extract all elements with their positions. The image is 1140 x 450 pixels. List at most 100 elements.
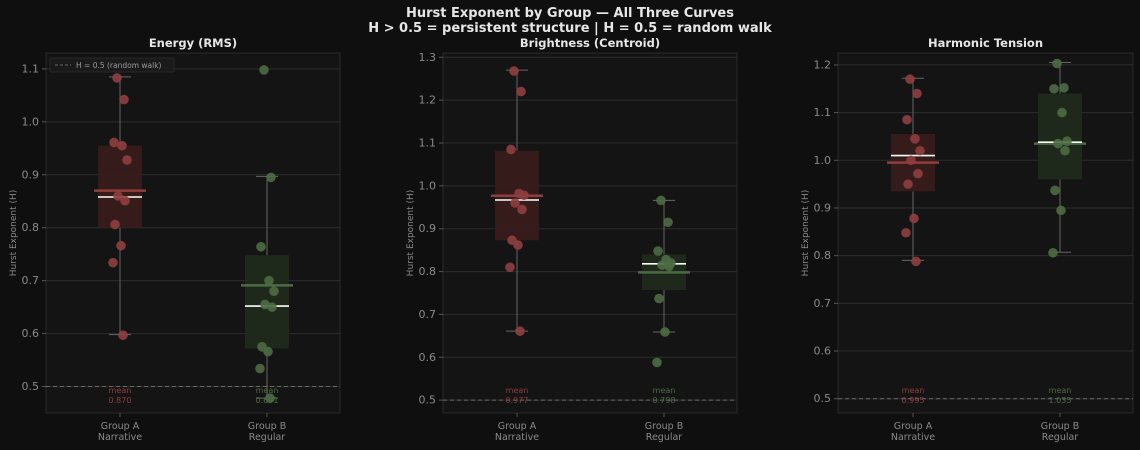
data-point xyxy=(664,261,674,272)
data-point xyxy=(108,257,118,268)
data-point xyxy=(263,346,273,357)
mean-label: mean xyxy=(902,386,925,395)
data-point xyxy=(653,246,663,256)
mean-value-label: 0.870 xyxy=(109,396,132,405)
panel-1: 0.5 0.6 0.7 0.8 0.9 1.0 1.1 Hurst Exponent (H) E… xyxy=(9,36,341,443)
data-point xyxy=(269,286,279,297)
x-tick-label: Regular xyxy=(646,432,683,443)
mean-value-label: 0.691 xyxy=(256,396,279,405)
panel-title: Brightness (Centroid) xyxy=(520,36,660,50)
data-point xyxy=(116,240,126,251)
x-tick-label: Group A xyxy=(101,421,140,432)
x-tick-label: Group B xyxy=(645,421,683,432)
y-tick-label: 0.5 xyxy=(814,392,832,405)
data-point xyxy=(117,140,127,151)
x-tick-label: Narrative xyxy=(98,432,142,443)
data-point xyxy=(516,86,526,97)
data-point xyxy=(902,114,912,125)
data-point xyxy=(1048,247,1058,258)
y-tick-label: 0.6 xyxy=(814,345,832,358)
x-tick-label: Narrative xyxy=(495,432,539,443)
data-point xyxy=(110,219,120,230)
y-tick-label: 0.9 xyxy=(419,222,437,235)
x-tick-label: Narrative xyxy=(891,432,935,443)
y-tick-label: 0.7 xyxy=(22,274,40,287)
plot-area xyxy=(837,52,1134,414)
y-tick-label: 0.6 xyxy=(22,327,40,340)
y-tick-label: 1.0 xyxy=(22,115,40,128)
figure-title: Hurst Exponent by Group — All Three Curv… xyxy=(406,6,734,21)
data-point xyxy=(1050,185,1060,196)
mean-label: mean xyxy=(256,386,279,395)
data-point xyxy=(656,195,666,206)
y-tick-label: 0.7 xyxy=(814,297,832,310)
x-tick-label: Group B xyxy=(248,421,286,432)
x-tick-label: Group B xyxy=(1041,421,1079,432)
mean-label: mean xyxy=(506,386,529,395)
y-axis-label: Hurst Exponent (H) xyxy=(9,190,19,277)
mean-value-label: 0.798 xyxy=(653,396,676,405)
panel-2: 0.5 0.6 0.7 0.8 0.9 1.0 1.1 1.2 1.3 Hurst Exponen… xyxy=(406,36,738,443)
data-point xyxy=(912,88,922,99)
mean-label: mean xyxy=(653,386,676,395)
mean-value-label: 0.977 xyxy=(506,396,529,405)
x-tick-label: Regular xyxy=(249,432,286,443)
y-tick-label: 1.0 xyxy=(814,154,832,167)
data-point xyxy=(660,327,670,337)
legend-label: H = 0.5 (random walk) xyxy=(76,61,162,70)
iqr-box xyxy=(1038,93,1082,180)
data-point xyxy=(1060,145,1070,156)
y-tick-label: 1.1 xyxy=(814,106,832,119)
y-tick-label: 0.9 xyxy=(22,168,40,181)
y-tick-label: 0.8 xyxy=(22,221,40,234)
data-point xyxy=(505,262,515,273)
data-point xyxy=(1056,205,1066,216)
data-point xyxy=(264,275,274,286)
y-tick-label: 1.2 xyxy=(814,58,832,71)
data-point xyxy=(118,330,128,340)
data-point xyxy=(109,137,119,148)
y-tick-label: 0.7 xyxy=(419,308,437,321)
data-point xyxy=(906,155,916,166)
legend-box xyxy=(49,57,175,73)
y-tick-label: 1.1 xyxy=(419,137,437,150)
mean-label: mean xyxy=(1049,386,1072,395)
data-point xyxy=(510,198,520,208)
data-point xyxy=(509,66,519,76)
y-tick-label: 0.8 xyxy=(814,249,832,262)
data-point xyxy=(255,363,265,374)
data-point xyxy=(1062,136,1072,147)
y-tick-label: 1.0 xyxy=(419,179,437,192)
data-point xyxy=(905,74,915,85)
data-point xyxy=(256,241,266,252)
y-tick-label: 0.6 xyxy=(419,351,437,364)
data-point xyxy=(663,217,673,228)
data-point xyxy=(1059,83,1069,93)
data-point xyxy=(1053,138,1063,149)
mean-value-label: 1.035 xyxy=(1049,396,1072,405)
y-axis-label: Hurst Exponent (H) xyxy=(801,190,811,277)
y-tick-label: 0.8 xyxy=(419,265,437,278)
data-point xyxy=(519,190,529,201)
data-point xyxy=(515,326,525,336)
plot-area xyxy=(442,52,738,414)
data-point xyxy=(903,179,913,189)
figure-subtitle: H > 0.5 = persistent structure | H = 0.5… xyxy=(368,21,772,36)
mean-value-label: 0.995 xyxy=(902,396,925,405)
data-point xyxy=(913,168,923,179)
plot-area xyxy=(45,52,341,414)
y-tick-label: 1.3 xyxy=(419,51,437,64)
data-point xyxy=(506,144,516,155)
y-tick-label: 0.5 xyxy=(419,394,437,407)
y-tick-label: 1.2 xyxy=(419,94,437,107)
mean-label: mean xyxy=(109,386,132,395)
data-point xyxy=(1052,58,1062,69)
data-point xyxy=(112,73,122,83)
panel-title: Energy (RMS) xyxy=(149,36,237,50)
data-point xyxy=(113,191,123,201)
